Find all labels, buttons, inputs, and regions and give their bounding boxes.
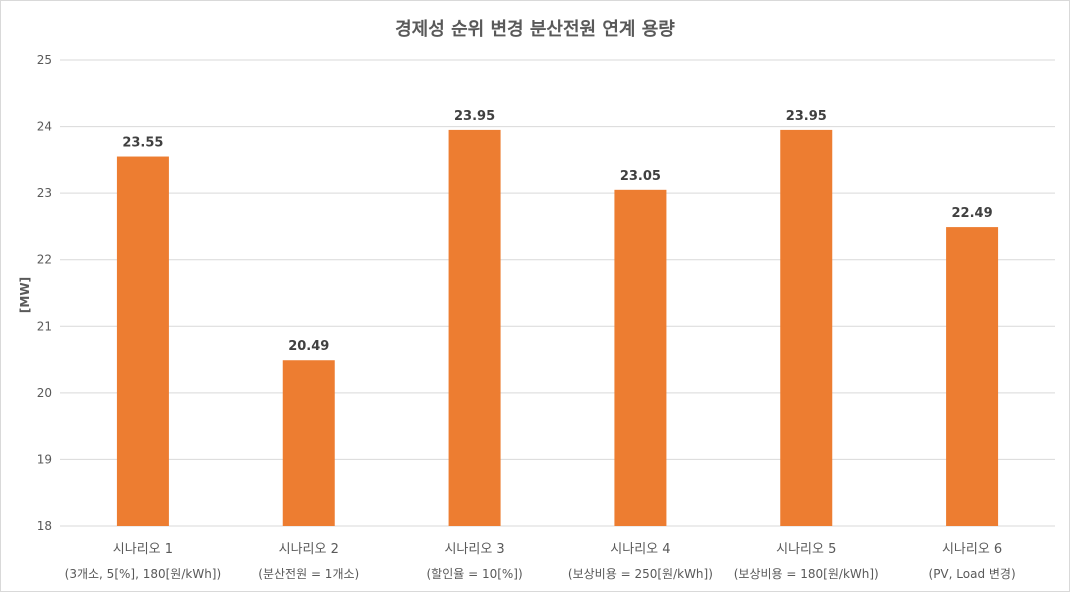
chart-title: 경제성 순위 변경 분산전원 연계 용량: [395, 19, 675, 40]
data-label: 23.55: [122, 136, 163, 151]
bar: [116, 156, 169, 526]
y-tick-label: 22: [37, 253, 52, 267]
x-tick-sublabel: (할인율 = 10[%]): [426, 567, 522, 581]
x-tick-label: 시나리오 2: [279, 542, 339, 557]
x-tick-sublabel: (3개소, 5[%], 180[원/kWh]): [65, 567, 222, 581]
bar: [614, 189, 667, 527]
x-tick-sublabel: (분산전원 = 1개소): [258, 567, 359, 581]
data-label: 23.95: [786, 109, 827, 124]
y-tick-label: 18: [37, 519, 52, 533]
x-tick-label: 시나리오 3: [444, 542, 504, 557]
y-tick-label: 20: [37, 386, 52, 400]
bar: [780, 129, 833, 526]
bar: [282, 360, 335, 526]
x-tick-sublabel: (PV, Load 변경): [929, 567, 1016, 581]
x-tick-label: 시나리오 1: [113, 542, 173, 557]
y-tick-label: 23: [37, 186, 52, 200]
y-tick-label: 25: [37, 53, 52, 67]
x-tick-sublabel: (보상비용 = 180[원/kWh]): [734, 567, 879, 581]
data-label: 23.95: [454, 109, 495, 124]
y-tick-label: 19: [37, 452, 52, 466]
x-tick-label: 시나리오 4: [610, 542, 670, 557]
x-tick-label: 시나리오 6: [942, 542, 1002, 557]
bar: [946, 227, 999, 526]
y-tick-label: 21: [37, 319, 52, 333]
data-label: 20.49: [288, 339, 329, 354]
x-tick-sublabel: (보상비용 = 250[원/kWh]): [568, 567, 713, 581]
data-label: 22.49: [952, 206, 993, 221]
y-tick-label: 24: [37, 120, 52, 134]
data-label: 23.05: [620, 169, 661, 184]
x-tick-label: 시나리오 5: [776, 542, 836, 557]
bar: [448, 129, 501, 526]
